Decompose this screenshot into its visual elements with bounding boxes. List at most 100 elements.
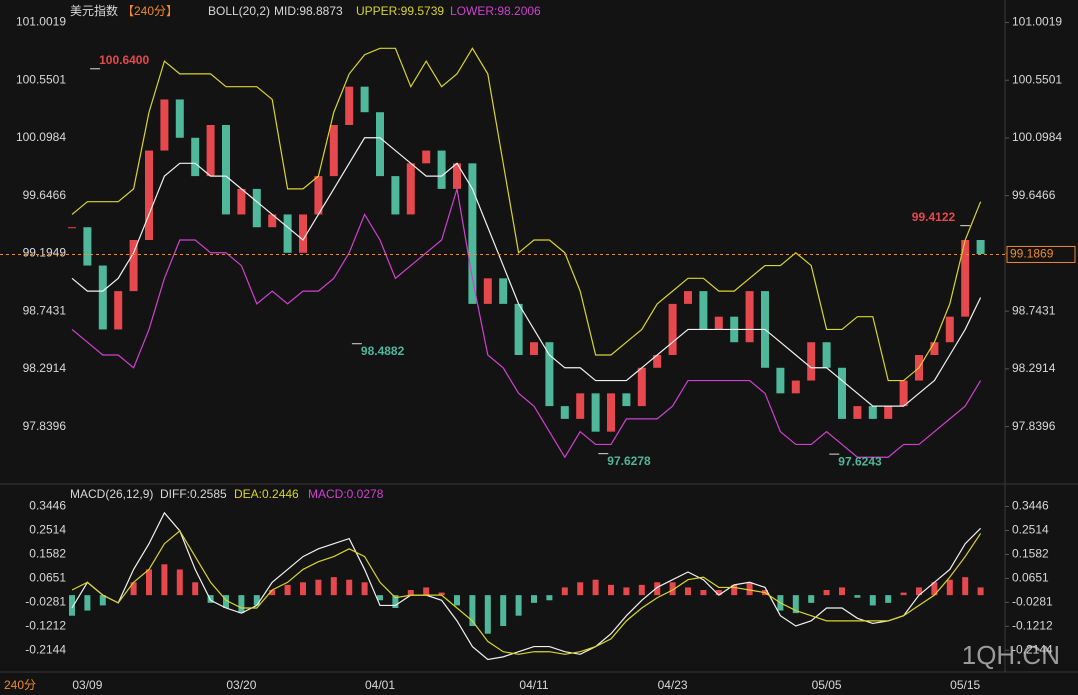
macd-bar xyxy=(484,595,491,634)
macd-bar xyxy=(69,595,75,616)
candle xyxy=(714,316,723,330)
candle xyxy=(299,214,307,253)
candle xyxy=(129,240,138,292)
macd-bar xyxy=(407,590,414,596)
candle xyxy=(360,86,369,113)
macd-bar xyxy=(315,579,322,596)
macd-bar xyxy=(808,595,815,603)
macd-bar xyxy=(300,582,306,596)
y-tick-label: 0.3446 xyxy=(29,499,66,513)
candle xyxy=(68,227,76,229)
y-tick-label: 98.2914 xyxy=(1012,361,1056,375)
macd-bar xyxy=(146,569,152,596)
candle xyxy=(699,291,708,330)
upper-label: UPPER:99.5739 xyxy=(356,4,444,18)
candle xyxy=(884,406,893,419)
macd-bar xyxy=(130,582,137,596)
candle xyxy=(391,176,400,215)
y-tick-label: 0.2514 xyxy=(1012,523,1049,537)
candle xyxy=(668,303,677,355)
macd-bar xyxy=(669,582,676,596)
macd-bar xyxy=(731,584,738,596)
macd-bar xyxy=(454,595,460,606)
y-tick-label: 100.0984 xyxy=(16,130,66,144)
candle xyxy=(822,342,831,368)
macd-bar xyxy=(223,595,229,608)
annotation: 97.6243 xyxy=(838,454,882,468)
y-tick-label: 101.0019 xyxy=(1012,15,1062,29)
annotation: 98.4882 xyxy=(361,344,405,358)
macd-bar xyxy=(515,595,522,616)
macd-bar xyxy=(361,582,368,596)
mid-label: MID:98.8873 xyxy=(274,4,343,18)
dea-label: DEA:0.2446 xyxy=(234,487,299,501)
chart-title: 美元指数 xyxy=(70,3,118,18)
candle xyxy=(483,278,492,304)
macd-bar xyxy=(546,595,553,601)
candle xyxy=(160,99,169,151)
candle xyxy=(853,406,862,419)
macd-bar xyxy=(592,579,599,596)
y-tick-label: 98.7431 xyxy=(23,303,67,317)
candle xyxy=(868,406,877,419)
line xyxy=(71,529,982,655)
macd-bar xyxy=(854,595,861,598)
candle xyxy=(560,406,569,419)
line xyxy=(71,137,982,407)
macd-bar xyxy=(869,595,876,606)
macd-bar xyxy=(161,564,168,596)
macd-bar xyxy=(638,584,645,596)
candle xyxy=(222,125,230,215)
diff-label: DIFF:0.2585 xyxy=(160,487,227,501)
candle xyxy=(637,367,646,407)
macd-bar xyxy=(885,595,892,603)
macd-bar xyxy=(253,595,260,606)
candle xyxy=(283,214,292,253)
macd-bar xyxy=(608,584,614,596)
last-price-box xyxy=(1006,245,1076,263)
macd-bar xyxy=(284,584,291,596)
macd-bar xyxy=(916,587,922,596)
annotation: 100.6400 xyxy=(99,53,149,67)
y-tick-label: 0.2514 xyxy=(29,523,66,537)
y-tick-label: 99.1949 xyxy=(23,246,67,260)
candle xyxy=(206,125,215,177)
candle xyxy=(114,291,123,330)
macd-title: MACD(26,12,9) xyxy=(70,487,153,501)
macd-bar xyxy=(330,577,337,596)
macd-bar xyxy=(792,595,799,614)
y-tick-label: -0.0281 xyxy=(25,595,66,609)
candle xyxy=(899,380,908,407)
candle xyxy=(237,188,246,215)
macd-bar xyxy=(977,587,984,596)
macd-bar xyxy=(377,595,383,601)
candle xyxy=(684,291,692,304)
macd-bar xyxy=(685,587,691,596)
macd-bar xyxy=(438,592,445,596)
candle xyxy=(961,240,970,317)
macd-bar xyxy=(500,595,507,626)
candle xyxy=(175,99,184,138)
macd-bar xyxy=(839,587,845,596)
period-label: 240分 xyxy=(4,678,36,692)
line xyxy=(71,47,982,382)
candle xyxy=(838,367,846,419)
macd-bar xyxy=(531,595,537,603)
candle xyxy=(622,393,631,407)
candle xyxy=(422,150,431,164)
candle xyxy=(83,227,92,266)
last-price: 99.1869 xyxy=(1010,247,1054,261)
x-tick-label: 04/11 xyxy=(519,678,548,692)
candle xyxy=(745,291,754,343)
line xyxy=(71,188,982,459)
x-tick-label: 04/23 xyxy=(658,678,688,692)
macd-bar xyxy=(561,587,568,596)
y-tick-label: 98.7431 xyxy=(1012,303,1056,317)
macd-bar xyxy=(715,590,722,596)
macd-bar xyxy=(746,582,753,596)
x-tick-label: 05/05 xyxy=(812,678,842,692)
candle xyxy=(530,342,538,355)
macd-bar xyxy=(99,595,106,606)
macd-bar xyxy=(823,590,830,596)
y-tick-label: 0.1582 xyxy=(29,547,66,561)
